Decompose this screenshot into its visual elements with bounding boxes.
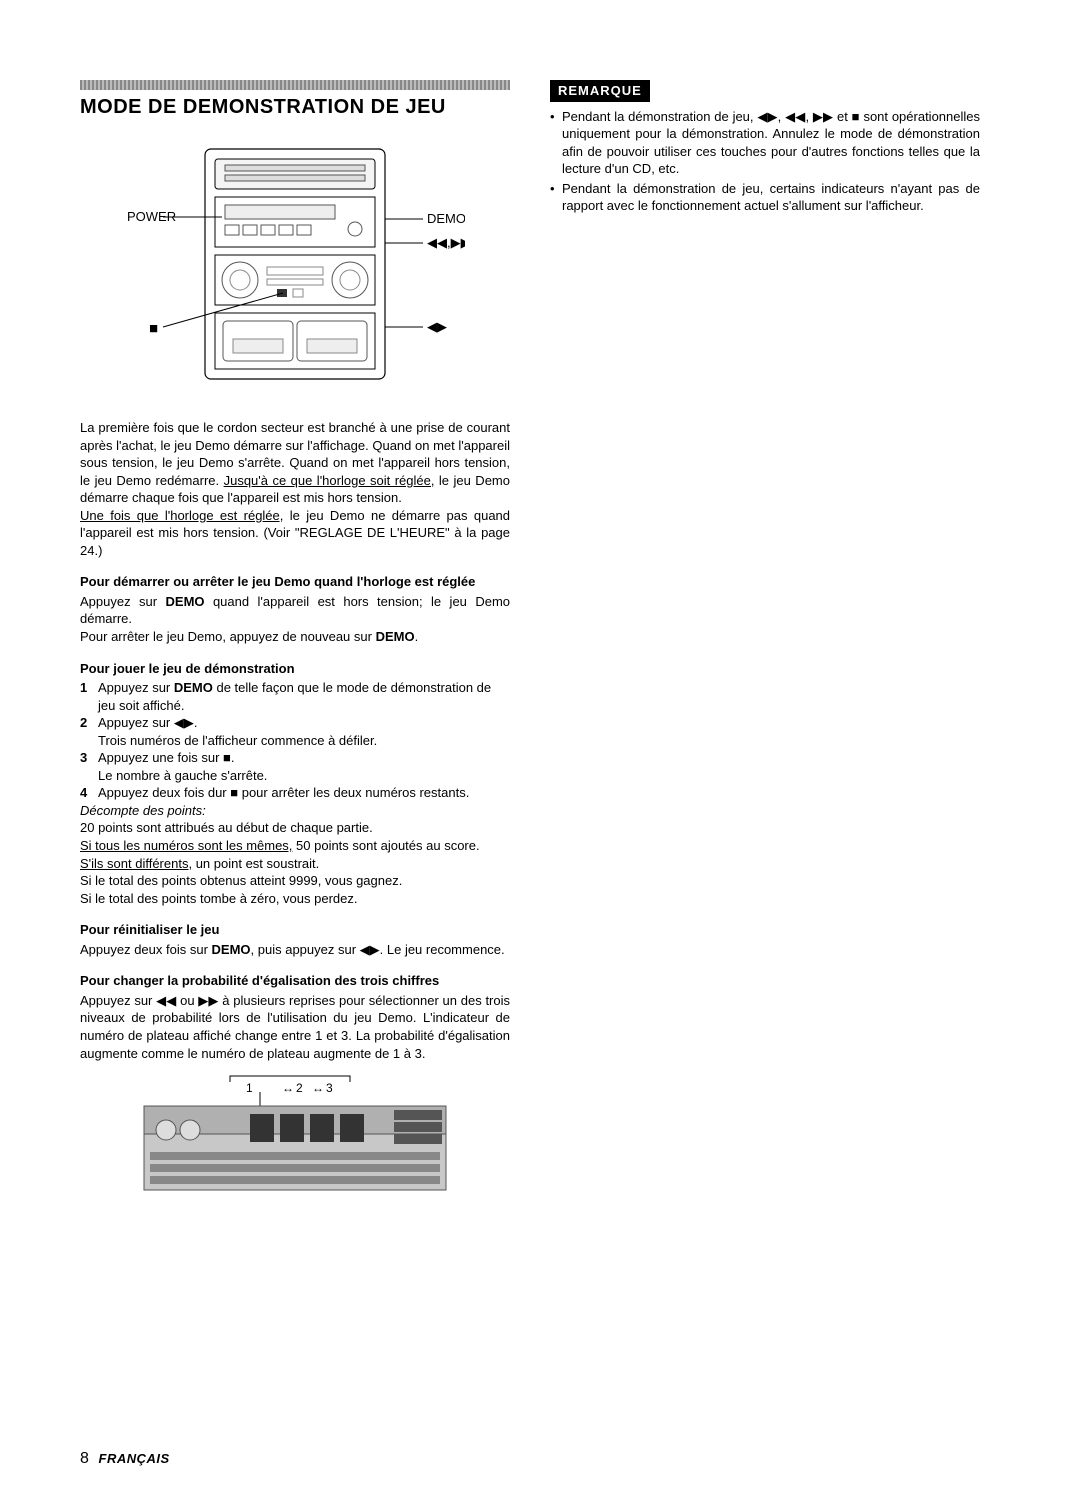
footer-lang: FRANÇAIS (99, 1451, 170, 1466)
label-rewff: ◀◀,▶▶ (427, 235, 465, 250)
label-playrev: ◀▶ (427, 319, 447, 334)
intro-u1: Jusqu'à ce que l'horloge soit réglée, (224, 473, 435, 488)
sec2-head: Pour jouer le jeu de démonstration (80, 660, 510, 678)
sec1-head: Pour démarrer ou arrêter le jeu Demo qua… (80, 573, 510, 591)
score-u1: Si tous les numéros sont les mêmes, (80, 838, 292, 853)
page-title: MODE DE DEMONSTRATION DE JEU (80, 94, 510, 121)
score-u2: S'ils sont différents, (80, 856, 192, 871)
svg-text:↔: ↔ (312, 1081, 324, 1095)
svg-text:3: 3 (326, 1081, 333, 1095)
label-stop: ■ (149, 320, 158, 337)
decorative-bar (80, 80, 510, 90)
sec4-p: Appuyez sur ◀◀ ou ▶▶ à plusieurs reprise… (80, 992, 510, 1062)
remarque-list: Pendant la démonstration de jeu, ◀▶, ◀◀,… (550, 108, 980, 215)
score-head: Décompte des points: (80, 802, 510, 820)
sec1-p2: Pour arrêter le jeu Demo, appuyez de nou… (80, 628, 510, 646)
svg-text:↔: ↔ (282, 1081, 294, 1095)
remarque-b2: Pendant la démonstration de jeu, certain… (562, 180, 980, 215)
sec4-head: Pour changer la probabilité d'égalisatio… (80, 972, 510, 990)
intro-block: La première fois que le cordon secteur e… (80, 419, 510, 559)
remarque-label: REMARQUE (550, 80, 650, 102)
page-number: 8 (80, 1450, 89, 1467)
sec3-head: Pour réinitialiser le jeu (80, 921, 510, 939)
score3: Si le total des points tombe à zéro, vou… (80, 890, 510, 908)
display-diagram: 1 ↔ 2 ↔ 3 (80, 1074, 510, 1194)
intro-u2: Une fois que l'horloge est réglée, (80, 508, 283, 523)
remarque-b1: Pendant la démonstration de jeu, ◀▶, ◀◀,… (562, 108, 980, 178)
score2: Si le total des points obtenus atteint 9… (80, 872, 510, 890)
footer: 8 FRANÇAIS (80, 1448, 170, 1470)
label-power: POWER (127, 209, 176, 224)
label-demo: DEMO (427, 211, 465, 226)
sec3-p: Appuyez deux fois sur DEMO, puis appuyez… (80, 941, 510, 959)
svg-text:1: 1 (246, 1081, 253, 1095)
svg-text:2: 2 (296, 1081, 303, 1095)
sec1-p1: Appuyez sur DEMO quand l'appareil est ho… (80, 593, 510, 628)
score1: 20 points sont attribués au début de cha… (80, 819, 510, 837)
sec2-steps: 1Appuyez sur DEMO de telle façon que le … (80, 679, 510, 802)
stereo-diagram: POWER DEMO ◀◀,▶▶ ■ ◀▶ (80, 139, 510, 389)
